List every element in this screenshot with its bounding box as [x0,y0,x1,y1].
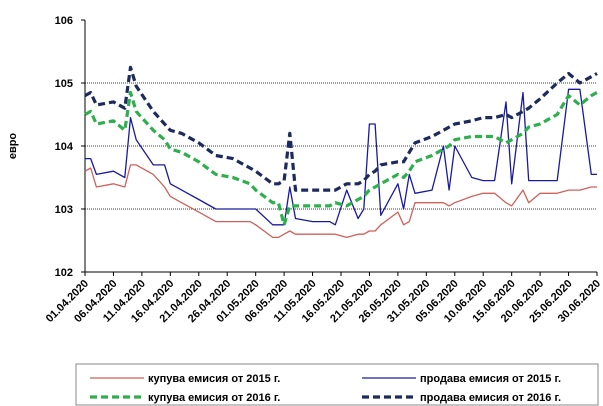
y-tick-label: 106 [55,15,73,27]
y-tick-label: 102 [55,267,73,279]
series-line [84,164,597,239]
series-line [85,88,597,226]
series-line [84,65,598,192]
y-tick-label: 103 [55,204,73,216]
y-axis-label: евро [7,133,19,160]
series-line [84,90,598,227]
legend-box [75,363,599,406]
legend-label: купува емисия от 2016 г. [148,392,280,404]
y-tick-label: 105 [55,78,73,90]
legend-label: купува емисия от 2015 г. [148,373,280,385]
legend-label: продава емисия от 2015 г. [420,373,561,385]
legend-label: продава емисия от 2016 г. [420,392,561,404]
y-tick-label: 104 [55,141,74,153]
